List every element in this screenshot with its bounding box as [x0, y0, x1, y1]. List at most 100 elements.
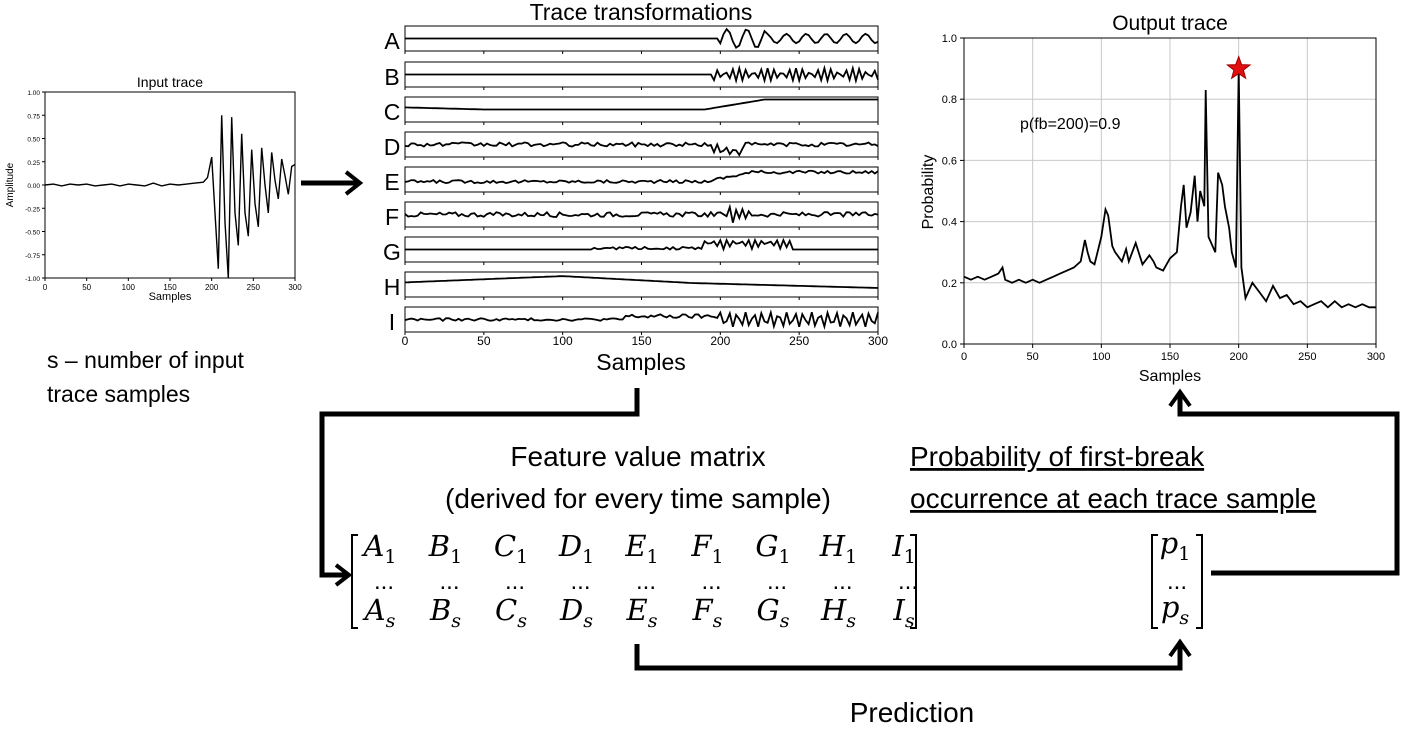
transformation-row-line [404, 203, 879, 223]
output-trace-xlabel: Samples [1139, 368, 1201, 385]
transformations-x-tick-label: 200 [710, 334, 730, 348]
matrix-right-bracket [910, 534, 917, 629]
transformation-row-d: D [384, 131, 879, 160]
transformations-x-tick-label: 50 [477, 334, 491, 348]
input-x-tick-label: 250 [247, 283, 261, 292]
input-x-tick-label: 100 [122, 283, 136, 292]
input-y-tick-label: -0.50 [25, 230, 40, 237]
vector-cell-ellipsis: ... [1167, 568, 1187, 595]
transformations-x-tick-label: 300 [868, 334, 888, 348]
input-y-tick-label: 1.00 [27, 90, 40, 97]
transformation-row-line [405, 64, 879, 85]
vector-title-line2: occurrence at each trace sample [910, 483, 1316, 514]
prediction-arrowhead [1168, 638, 1192, 658]
matrix-cell-first: E1 [624, 529, 658, 568]
transformations-x-tick-label: 100 [553, 334, 573, 348]
transformation-row-g: G [383, 236, 879, 265]
transformations-x-ticks: 0 50 100 150 200 250 300 [402, 334, 889, 348]
input-y-tick-label: 0.00 [27, 183, 40, 190]
output-x-tick-label: 200 [1229, 351, 1247, 363]
input-to-transform-arrowhead [344, 170, 364, 196]
transformation-row-label: I [389, 309, 395, 335]
transform-to-matrix-arrowhead [334, 563, 353, 587]
input-y-tick-label: 0.50 [27, 137, 40, 144]
output-y-tick-label: 0.6 [942, 155, 957, 167]
input-trace-y-ticks: 1.00 0.75 0.50 0.25 0.00 -0.25 -0.50 -0.75 -1.00 [25, 90, 45, 283]
output-trace-title: Output trace [1112, 12, 1228, 35]
output-trace-ylabel: Probability [920, 155, 937, 230]
input-trace-title: Input trace [137, 74, 203, 90]
transformations-title: Trace transformations [530, 0, 753, 25]
matrix-cell-first: H1 [819, 529, 857, 568]
transformation-row-label: F [385, 204, 399, 230]
sample-count-note-line2: trace samples [47, 381, 190, 407]
input-trace-x-ticks: 0 50 100 150 200 250 300 [43, 278, 302, 292]
transformation-row-label: H [384, 274, 401, 300]
matrix-left-bracket [351, 534, 358, 629]
output-trace-panel: Output trace 0 50 100 150 200 250 300 1.0 0.8 0.… [920, 12, 1385, 385]
transformations-x-tick-label: 0 [402, 334, 409, 348]
transformation-row-e: E [384, 166, 879, 195]
input-y-tick-label: 0.25 [27, 160, 40, 167]
vector-to-output-arrowhead [1168, 388, 1192, 408]
matrix-cell-ellipsis: ... [636, 568, 656, 595]
feature-value-matrix: Feature value matrix (derived for every … [351, 441, 918, 632]
vector-title-line1: Probability of first-break [910, 441, 1205, 472]
input-x-tick-label: 300 [288, 283, 302, 292]
matrix-cell-ellipsis: ... [832, 568, 852, 595]
vector-right-bracket [1196, 534, 1203, 629]
transformation-row-f: F [385, 201, 879, 230]
matrix-title-line2: (derived for every time sample) [445, 483, 831, 514]
matrix-cell-first: D1 [558, 529, 594, 568]
input-y-tick-label: -0.25 [25, 206, 40, 213]
matrix-cell-first: C1 [494, 529, 528, 568]
output-y-tick-label: 0.4 [942, 217, 957, 229]
transformation-row-line [404, 275, 879, 289]
transformation-row-line [404, 169, 879, 185]
output-trace-annotation: p(fb=200)=0.9 [1020, 116, 1121, 133]
output-x-tick-label: 50 [1027, 351, 1039, 363]
input-y-tick-label: -0.75 [25, 253, 40, 260]
output-y-tick-label: 1.0 [942, 33, 957, 45]
transformation-row-label: C [384, 99, 401, 125]
vector-left-bracket [1151, 534, 1158, 629]
input-trace-line [44, 115, 296, 279]
output-trace-line [963, 68, 1376, 309]
matrix-cell-last: Ds [559, 593, 593, 632]
transformations-x-tick-label: 250 [789, 334, 809, 348]
output-x-tick-label: 150 [1161, 351, 1179, 363]
transformation-row-b: B [384, 61, 879, 90]
prediction-connector [634, 642, 1183, 671]
input-y-tick-label: 0.75 [27, 113, 40, 120]
input-trace-ylabel: Amplitude [5, 162, 16, 207]
transformation-row-a: A [384, 25, 879, 54]
transformation-row-frame [404, 166, 879, 193]
output-y-tick-label: 0.2 [942, 278, 957, 290]
vector-cell-last: ps [1161, 590, 1190, 629]
transformations-x-tick-label: 150 [631, 334, 651, 348]
input-x-tick-label: 50 [82, 283, 91, 292]
matrix-cell-last: Es [626, 593, 658, 632]
transformation-row-line [405, 27, 879, 50]
output-y-tick-label: 0.0 [942, 339, 957, 351]
input-trace-panel: Input trace 0 50 100 150 200 250 300 1.00 0.75 0… [5, 74, 302, 407]
matrix-cell-last: Hs [820, 593, 856, 632]
prediction-label: Prediction [850, 697, 975, 728]
sample-count-note-line1: s – number of input [47, 347, 245, 373]
transformations-xlabel: Samples [596, 349, 685, 375]
output-x-tick-label: 300 [1367, 351, 1385, 363]
input-x-tick-label: 200 [205, 283, 219, 292]
matrix-cell-last: Bs [429, 593, 461, 632]
matrix-cell-last: Gs [757, 593, 790, 632]
output-trace-grid [963, 37, 1377, 345]
output-x-tick-label: 100 [1092, 351, 1110, 363]
transformation-row-line [404, 309, 879, 331]
transformation-row-label: E [384, 169, 399, 195]
matrix-cell-first: B1 [428, 529, 462, 568]
matrix-cells: A1...AsB1...BsC1...CsD1...DsE1...EsF1...… [360, 529, 918, 632]
output-x-tick-label: 0 [961, 351, 967, 363]
input-trace-xlabel: Samples [149, 291, 192, 303]
transformation-row-line [405, 237, 878, 252]
